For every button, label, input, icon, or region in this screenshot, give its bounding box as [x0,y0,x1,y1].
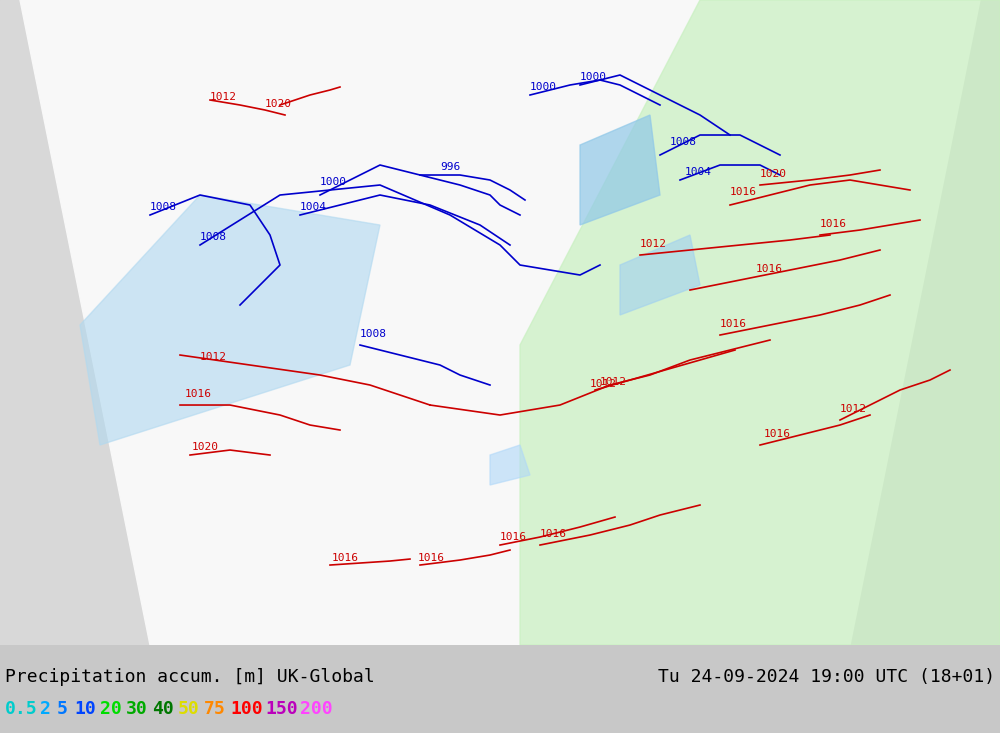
Text: 200: 200 [300,700,333,718]
Text: 1008: 1008 [150,202,177,212]
Text: 2: 2 [40,700,51,718]
Polygon shape [0,0,1000,645]
Text: 1016: 1016 [764,429,791,439]
Polygon shape [490,445,530,485]
Polygon shape [80,195,380,445]
Polygon shape [620,235,700,315]
Text: Precipitation accum. [m] UK-Global: Precipitation accum. [m] UK-Global [5,668,375,686]
Text: Tu 24-09-2024 19:00 UTC (18+01): Tu 24-09-2024 19:00 UTC (18+01) [658,668,995,686]
Text: 1020: 1020 [265,99,292,109]
Text: 1020: 1020 [760,169,787,179]
Text: 1000: 1000 [580,72,607,82]
Polygon shape [580,115,660,225]
Text: 1000: 1000 [530,82,557,92]
Text: 1012: 1012 [210,92,237,102]
Text: 100: 100 [230,700,263,718]
Text: 30: 30 [126,700,148,718]
Text: 1012: 1012 [600,377,627,387]
Text: 1020: 1020 [192,442,219,452]
Text: 1008: 1008 [360,329,387,339]
Text: 5: 5 [57,700,68,718]
Text: 1008: 1008 [670,137,697,147]
Text: 40: 40 [152,700,174,718]
Text: 1016: 1016 [185,389,212,399]
Text: 996: 996 [440,162,460,172]
Text: 20: 20 [100,700,122,718]
Text: 1012: 1012 [840,404,867,414]
Text: 150: 150 [265,700,298,718]
Text: 1004: 1004 [685,167,712,177]
Text: 1016: 1016 [820,219,847,229]
Text: 1012: 1012 [200,352,227,362]
Text: 1004: 1004 [300,202,327,212]
Text: 1016: 1016 [540,529,567,539]
Text: 75: 75 [204,700,226,718]
Polygon shape [520,0,1000,645]
Text: 50: 50 [178,700,200,718]
Text: 1012: 1012 [590,379,617,389]
Text: 1016: 1016 [756,264,783,274]
Text: 10: 10 [74,700,96,718]
Text: 0.5: 0.5 [5,700,38,718]
Text: 1012: 1012 [640,239,667,249]
Text: 1016: 1016 [730,187,757,197]
Text: 1016: 1016 [418,553,445,563]
Polygon shape [20,0,980,645]
Text: 1008: 1008 [200,232,227,242]
Text: 1016: 1016 [500,532,527,542]
Text: 1016: 1016 [332,553,359,563]
Text: 1000: 1000 [320,177,347,187]
Text: 1016: 1016 [720,319,747,329]
